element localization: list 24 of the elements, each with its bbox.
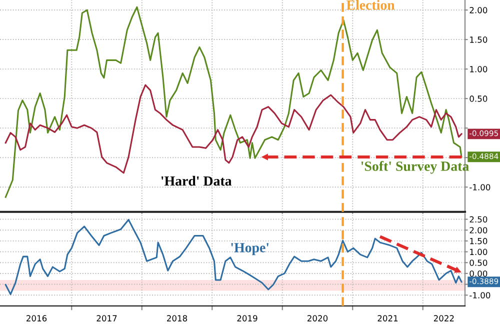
- x-tick-label: 2017: [96, 315, 117, 322]
- y-tick-label: -1.00: [470, 184, 490, 190]
- y-tick-label: 0.50: [470, 260, 488, 266]
- y-tick-label: 1.00: [470, 248, 488, 256]
- x-tick-label: 2020: [308, 315, 328, 322]
- x-tick-label: 2016: [26, 315, 47, 322]
- ref-line-label: Election: [346, 0, 395, 10]
- y-tick-label: 1.00: [470, 66, 488, 72]
- y-tick-label: 2.00: [470, 7, 488, 14]
- line-series: [4, 218, 462, 296]
- y-tick-label: 0.00: [470, 270, 488, 277]
- x-tick-label: 2021: [378, 315, 398, 322]
- annotation: 'Hope': [231, 243, 268, 256]
- x-tick-label: 2022: [434, 315, 454, 322]
- y-tick-label: 2.00: [470, 227, 488, 234]
- y-tick-label: 1.50: [470, 238, 488, 244]
- x-tick-label: 2019: [237, 315, 258, 322]
- y-tick-label: 0.50: [470, 96, 488, 102]
- annotation: 'Soft' Survey Data: [361, 160, 469, 174]
- y-tick-label: 2.50: [470, 216, 488, 223]
- x-tick-label: 2018: [167, 315, 188, 322]
- annotation: 'Hard' Data: [161, 176, 232, 186]
- y-tick-label: 1.50: [470, 36, 488, 43]
- y-tick-label: -1.00: [470, 292, 490, 298]
